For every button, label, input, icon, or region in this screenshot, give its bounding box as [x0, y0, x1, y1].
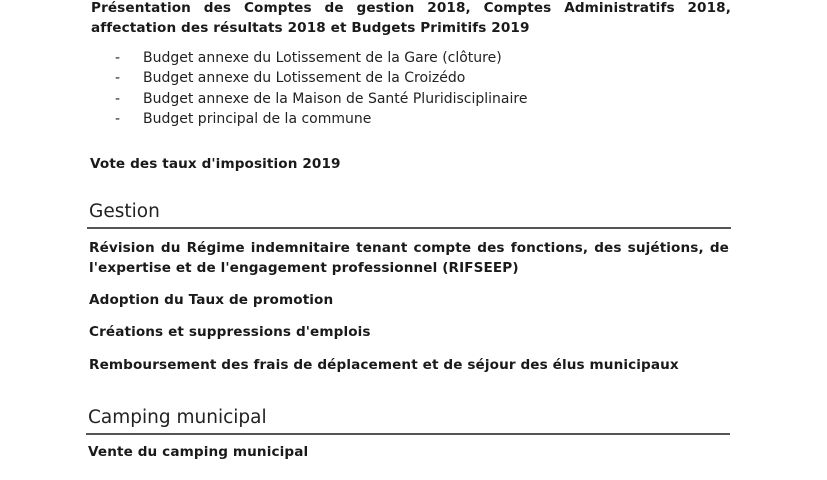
gestion-item: Révision du Régime indemnitaire tenant c…	[89, 240, 729, 276]
bullet-dash: -	[115, 91, 121, 107]
gestion-item: Créations et suppressions d'emplois	[89, 324, 371, 340]
list-item-text: Budget principal de la commune	[143, 111, 372, 127]
gestion-item: Adoption du Taux de promotion	[89, 292, 334, 308]
gestion-item: Remboursement des frais de déplacement e…	[89, 357, 679, 373]
list-item-text: Budget annexe de la Maison de Santé Plur…	[143, 91, 528, 107]
list-item: - Budget principal de la commune	[115, 111, 371, 127]
list-item: - Budget annexe du Lotissement de la Croi…	[115, 70, 465, 86]
list-item-text: Budget annexe du Lotissement de la Gare …	[143, 50, 502, 66]
vote-taux: Vote des taux d'imposition 2019	[90, 156, 341, 172]
section-divider	[86, 433, 730, 435]
bullet-dash: -	[115, 70, 121, 86]
list-item-text: Budget annexe du Lotissement de la Croiz…	[143, 70, 466, 86]
section-heading-gestion: Gestion	[89, 201, 160, 222]
list-item: - Budget annexe du Lotissement de la Gare…	[115, 50, 502, 66]
bullet-dash: -	[115, 111, 121, 127]
finances-intro: Présentation des Comptes de gestion 2018…	[91, 0, 731, 36]
camping-item: Vente du camping municipal	[88, 444, 309, 460]
section-heading-camping: Camping municipal	[88, 407, 267, 428]
bullet-dash: -	[115, 50, 121, 66]
list-item: - Budget annexe de la Maison de Santé Plu…	[115, 91, 527, 107]
section-divider	[87, 227, 731, 229]
